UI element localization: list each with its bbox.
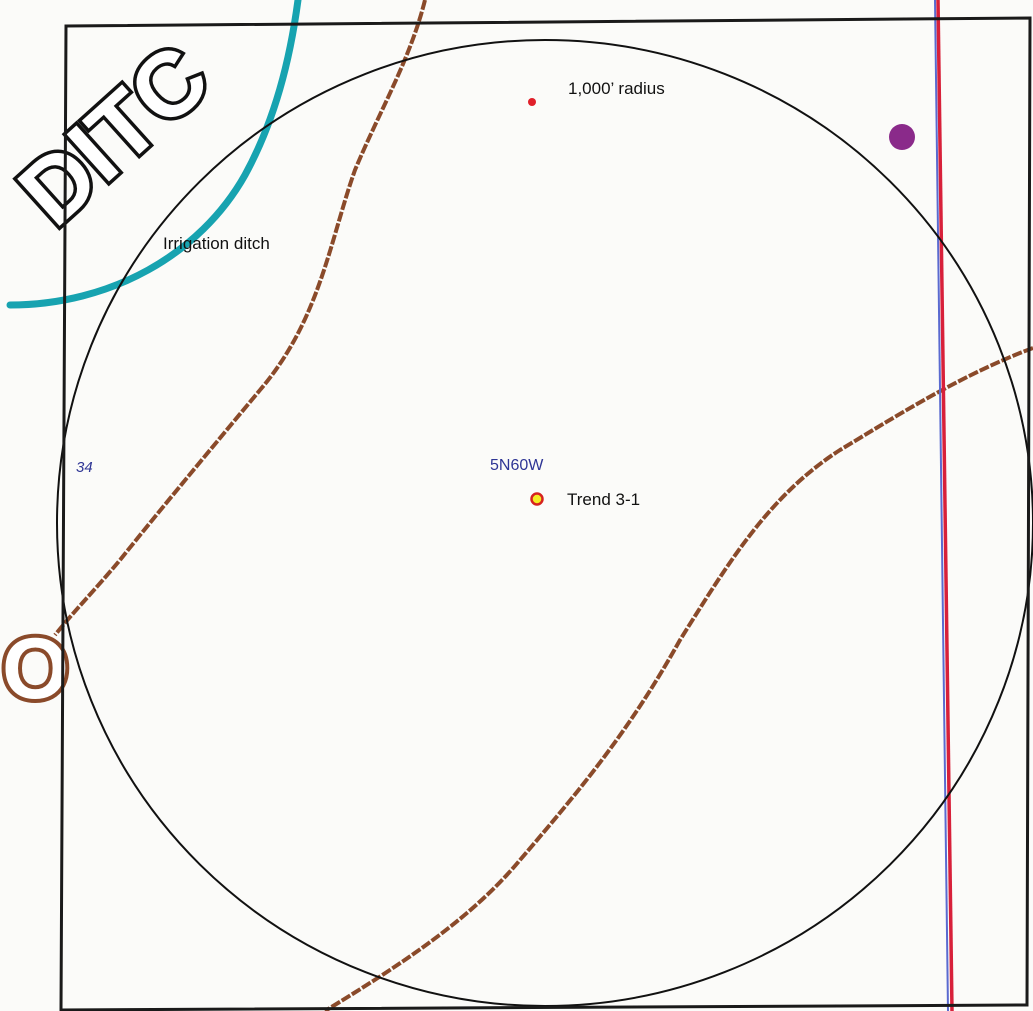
section-number: 34	[76, 459, 93, 476]
road-line-blue	[934, 0, 949, 1011]
road-line-red	[936, 0, 954, 1011]
contour-line-lower	[323, 346, 1033, 1011]
well-label: Trend 3-1	[567, 490, 640, 509]
contour-line-upper	[53, 0, 427, 637]
ditch-label: Irrigation ditch	[163, 234, 270, 253]
partial-map-letter: O	[2, 621, 69, 717]
irrigation-ditch-line	[6, 0, 302, 309]
purple-marker-icon	[889, 124, 915, 150]
map-frame	[59, 16, 1032, 1011]
center-point-icon	[528, 98, 536, 106]
township-label: 5N60W	[490, 457, 544, 474]
radius-label: 1,000’ radius	[568, 79, 665, 98]
well-location-icon[interactable]	[530, 492, 544, 506]
